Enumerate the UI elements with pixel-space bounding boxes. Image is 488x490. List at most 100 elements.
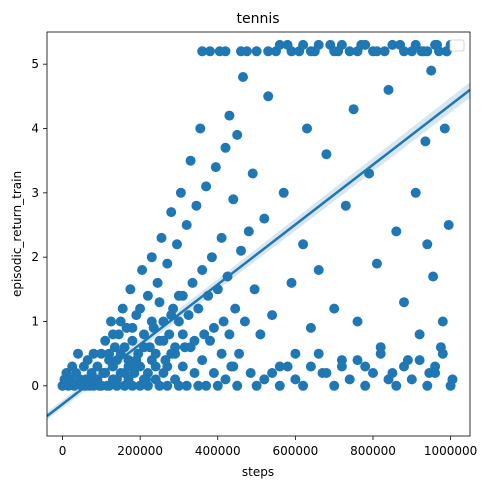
x-tick-label: 200000 [117, 444, 163, 458]
data-point [185, 155, 196, 166]
x-tick-label: 800000 [350, 444, 396, 458]
data-point [69, 380, 80, 391]
data-point [181, 380, 192, 391]
legend-box [449, 39, 465, 52]
data-point [109, 342, 120, 353]
data-point [193, 380, 204, 391]
data-point [274, 380, 285, 391]
data-point [360, 380, 371, 391]
data-point [181, 220, 192, 230]
data-point [313, 348, 324, 359]
data-point [399, 46, 409, 57]
chart-title: tennis [236, 11, 279, 27]
data-point [220, 374, 231, 385]
data-point [195, 123, 206, 134]
data-point [410, 39, 421, 50]
data-point [420, 136, 431, 147]
data-point [298, 39, 309, 50]
data-point [199, 329, 210, 340]
data-point [193, 303, 204, 314]
data-point [302, 123, 312, 134]
data-point [344, 374, 355, 385]
data-point [146, 316, 157, 327]
data-point [282, 361, 293, 372]
data-point [197, 46, 208, 57]
data-point [352, 316, 363, 327]
data-point [387, 39, 398, 50]
data-point [123, 361, 134, 372]
x-tick-label: 1000000 [424, 444, 477, 458]
data-point [399, 297, 409, 308]
data-point [127, 322, 138, 333]
data-point [247, 168, 258, 179]
data-point [406, 374, 417, 385]
data-point [286, 277, 297, 288]
data-point [360, 39, 371, 50]
data-point [383, 374, 394, 385]
data-point [108, 329, 118, 340]
data-point [96, 380, 107, 391]
data-point [100, 335, 111, 346]
data-point [305, 322, 316, 333]
regression-line [47, 88, 470, 418]
x-axis-ticks: 0 200000 400000 600000 800000 1000000 [59, 436, 477, 458]
data-point [187, 277, 198, 288]
data-point [205, 335, 215, 346]
data-point [224, 110, 235, 121]
data-points [57, 39, 458, 391]
data-point [305, 46, 316, 57]
x-axis-label: steps [242, 465, 274, 479]
data-point [115, 316, 126, 327]
data-point [278, 187, 289, 198]
data-point [191, 200, 202, 211]
data-point [205, 46, 215, 57]
data-point [162, 380, 173, 391]
data-point [329, 380, 340, 391]
data-point [106, 316, 116, 327]
data-point [430, 368, 441, 378]
data-point [139, 329, 149, 340]
data-point [197, 355, 208, 366]
data-point [173, 316, 184, 327]
y-tick-label: 1 [31, 314, 39, 328]
data-point [158, 335, 169, 346]
data-point [321, 149, 332, 160]
data-point [437, 316, 448, 327]
data-point [391, 380, 402, 391]
data-point [286, 46, 297, 57]
data-point [162, 258, 173, 269]
y-tick-label: 0 [31, 379, 39, 393]
data-point [173, 380, 184, 391]
data-point [360, 361, 371, 372]
data-point [154, 380, 165, 391]
data-point [267, 368, 278, 378]
data-point [234, 348, 245, 359]
data-point [348, 104, 359, 115]
data-point [383, 84, 394, 95]
y-axis-label: episodic_return_train [10, 171, 24, 297]
x-tick-label: 600000 [272, 444, 318, 458]
data-point [82, 355, 93, 366]
data-point [212, 380, 223, 391]
data-point [92, 361, 103, 372]
data-point [238, 72, 248, 82]
data-point [371, 258, 382, 269]
data-point [162, 361, 173, 372]
data-point [216, 348, 227, 359]
data-point [210, 162, 221, 173]
data-point [375, 348, 386, 359]
data-point [177, 329, 188, 340]
data-point [208, 322, 219, 333]
data-point [228, 194, 239, 205]
data-point [146, 252, 157, 263]
data-point [439, 123, 450, 134]
data-point [274, 361, 285, 372]
data-point [399, 361, 409, 372]
data-point [220, 46, 231, 57]
data-point [166, 207, 177, 218]
data-point [329, 46, 340, 57]
data-point [135, 303, 146, 314]
data-point [208, 368, 219, 378]
data-point [119, 342, 130, 353]
data-point [239, 316, 250, 327]
